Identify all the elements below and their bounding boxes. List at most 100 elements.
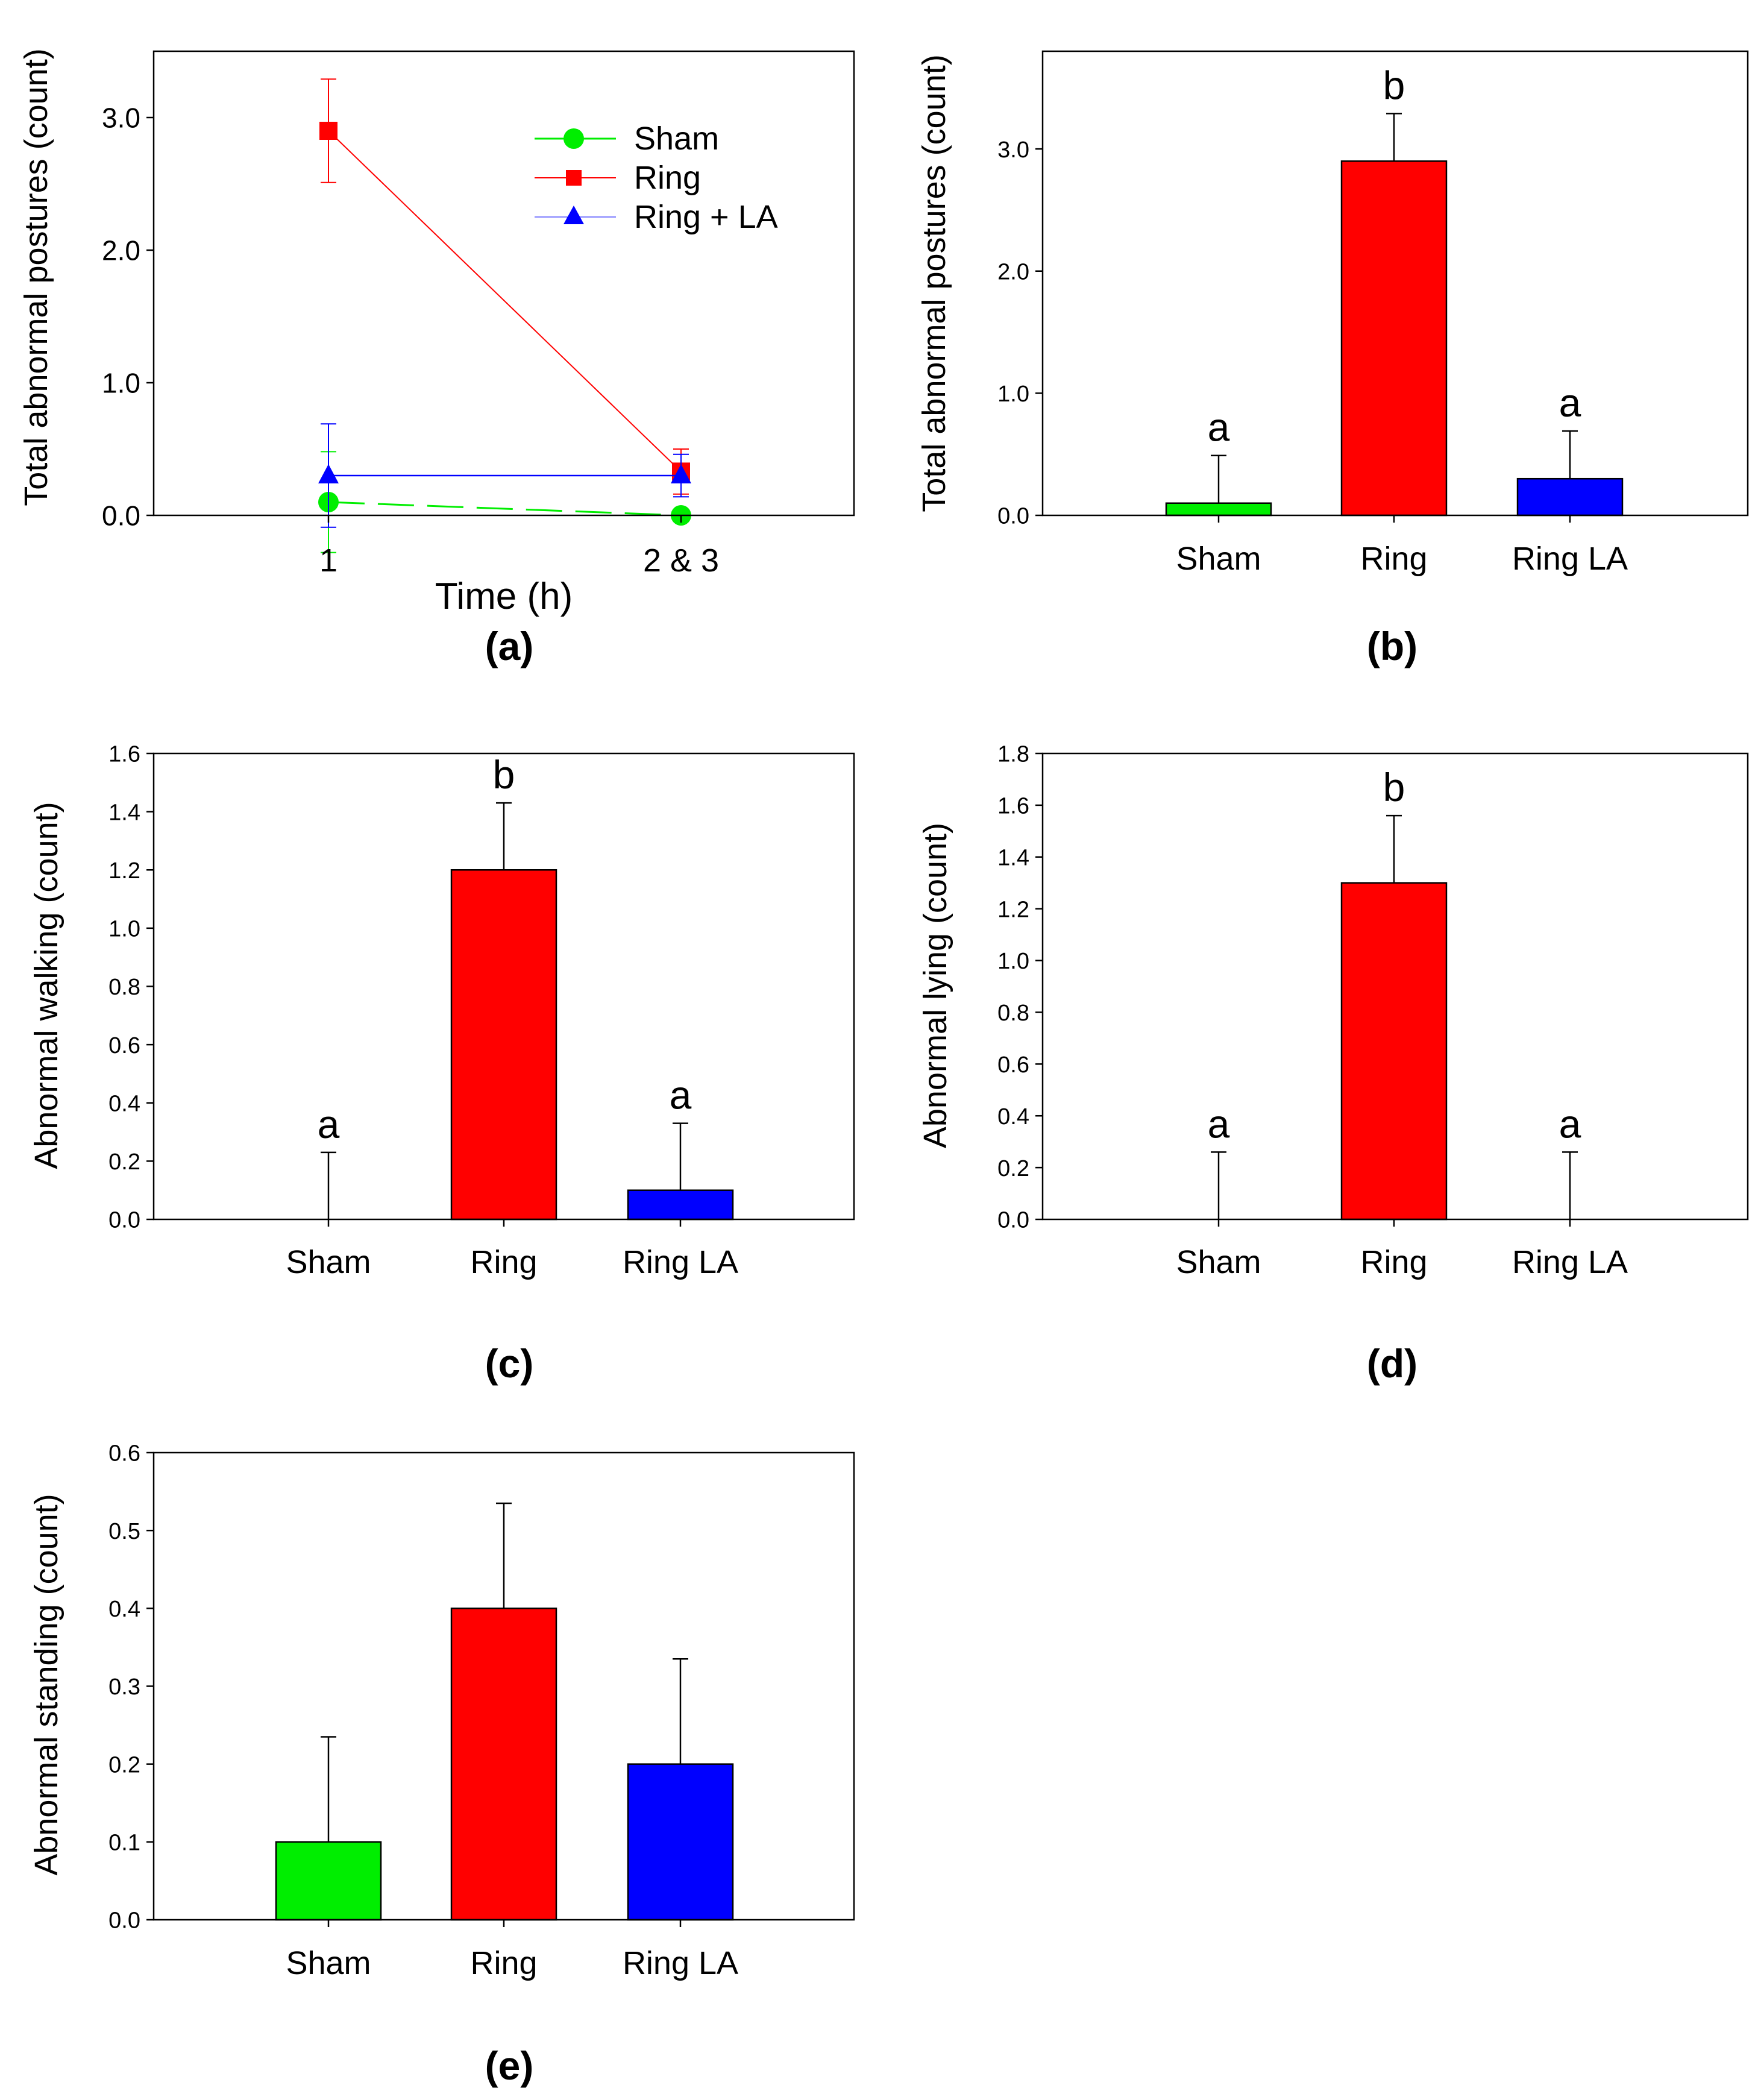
legend-marker-square — [566, 170, 582, 186]
legend-label: Sham — [634, 121, 719, 157]
panel-e-bar-chart: 0.0 0.1 0.2 0.3 0.4 0.5 0.6 Sham Ring Ring LA Abn… — [28, 1441, 855, 2088]
y-tick-label: 1.4 — [997, 845, 1029, 870]
point-ring-la — [671, 464, 691, 483]
significance-letter: a — [1208, 1101, 1230, 1146]
plot-frame — [1041, 50, 1749, 517]
x-tick-label: Ring — [470, 1244, 537, 1280]
plot-frame — [1041, 752, 1749, 1221]
bar-ring-la — [627, 1763, 734, 1921]
y-tick-label: 0.8 — [997, 1001, 1029, 1026]
x-tick-label: Ring — [1360, 541, 1427, 577]
x-tick-label: Sham — [1176, 541, 1261, 577]
series-line-sham — [328, 501, 682, 517]
x-tick-label: Sham — [286, 1945, 371, 1981]
series-line-ring — [328, 130, 682, 473]
y-tick-label: 2.0 — [102, 235, 140, 266]
y-tick-label: 0.0 — [997, 504, 1029, 529]
y-tick-label: 0.2 — [108, 1149, 140, 1175]
panel-label: (c) — [485, 1341, 534, 1386]
y-axis-label: Abnormal standing (count) — [28, 1494, 64, 1875]
y-axis-label: Abnormal lying (count) — [917, 823, 953, 1148]
significance-letter: a — [318, 1102, 340, 1146]
y-tick-label: 0.0 — [997, 1208, 1029, 1233]
significance-letter: b — [493, 752, 515, 797]
significance-letter: b — [1383, 765, 1405, 810]
y-tick-label: 0.6 — [997, 1052, 1029, 1078]
y-tick-label: 0.2 — [997, 1156, 1029, 1181]
significance-letter: a — [670, 1073, 692, 1118]
legend-label: Ring + LA — [634, 199, 778, 235]
y-tick-label: 0.3 — [108, 1674, 140, 1700]
panel-d-bar-chart: 0.0 0.2 0.4 0.6 0.8 1.0 1.2 1.4 1.6 1.8 a b a Sham Rin… — [917, 742, 1749, 1386]
x-axis-label: Time (h) — [435, 576, 573, 617]
x-tick-label: Ring — [1360, 1244, 1427, 1280]
y-tick-label: 1.8 — [997, 742, 1029, 767]
bar-ring-la — [627, 1189, 734, 1221]
y-tick-label: 1.0 — [102, 368, 140, 399]
bar-ring — [450, 1608, 557, 1921]
y-tick-label: 0.8 — [108, 975, 140, 1000]
x-tick-label: Ring LA — [623, 1244, 738, 1280]
legend-item-ring: Ring — [535, 160, 701, 196]
y-tick-label: 1.0 — [997, 949, 1029, 974]
panel-label: (d) — [1367, 1341, 1417, 1386]
panel-label: (b) — [1367, 624, 1417, 668]
significance-letter: a — [1559, 380, 1581, 425]
panel-label: (e) — [485, 2043, 534, 2088]
y-tick-label: 3.0 — [102, 102, 140, 134]
y-axis-label: Abnormal walking (count) — [28, 802, 64, 1169]
legend: Sham Ring Ring + LA — [535, 121, 778, 235]
bar-sham — [275, 1841, 382, 1921]
y-tick-label: 1.0 — [108, 917, 140, 942]
legend-item-ring-la: Ring + LA — [535, 199, 778, 235]
y-tick-label: 0.6 — [108, 1441, 140, 1467]
bar-ring — [1340, 160, 1448, 517]
x-tick-label: Ring LA — [1512, 541, 1628, 577]
y-tick-label: 0.0 — [108, 1208, 140, 1233]
point-ring — [319, 122, 337, 140]
legend-item-sham: Sham — [535, 121, 719, 157]
y-tick-label: 1.6 — [997, 794, 1029, 819]
panel-b-bar-chart: 0.0 1.0 2.0 3.0 a b a Sham Ring Ring LA Total abn… — [916, 50, 1749, 668]
plot-frame — [152, 50, 855, 517]
y-tick-label: 0.4 — [108, 1091, 140, 1116]
y-tick-label: 1.2 — [997, 897, 1029, 922]
significance-letter: a — [1208, 405, 1230, 450]
panel-label: (a) — [485, 624, 534, 668]
legend-marker-circle — [564, 128, 584, 149]
x-tick-label: Ring LA — [623, 1945, 738, 1981]
y-tick-label: 2.0 — [997, 259, 1029, 285]
y-tick-label: 1.2 — [108, 858, 140, 884]
plot-frame — [152, 1451, 855, 1921]
y-axis-label: Total abnormal postures (count) — [18, 48, 54, 506]
y-tick-label: 1.6 — [108, 742, 140, 767]
point-ring-la — [318, 464, 339, 483]
bar-sham — [1165, 502, 1272, 517]
panel-a-line-chart: 0.0 1.0 2.0 3.0 1 2 & 3 Total abnormal postur… — [18, 48, 855, 668]
panel-c-bar-chart: 0.0 0.2 0.4 0.6 0.8 1.0 1.2 1.4 1.6 a b a Sham Ring Ri… — [28, 742, 855, 1386]
y-tick-label: 0.5 — [108, 1519, 140, 1544]
y-tick-label: 0.4 — [108, 1597, 140, 1622]
y-tick-label: 0.1 — [108, 1831, 140, 1856]
bar-ring-la — [1516, 477, 1624, 517]
legend-marker-triangle — [564, 206, 584, 224]
y-tick-label: 3.0 — [997, 137, 1029, 163]
significance-letter: a — [1559, 1101, 1581, 1146]
x-tick-label: Ring LA — [1512, 1244, 1628, 1280]
x-tick-label: 2 & 3 — [643, 542, 719, 579]
x-tick-label: Sham — [1176, 1244, 1261, 1280]
y-tick-label: 1.0 — [997, 382, 1029, 407]
x-tick-label: 1 — [319, 542, 337, 579]
y-tick-label: 0.2 — [108, 1752, 140, 1778]
y-tick-label: 0.0 — [108, 1908, 140, 1934]
x-tick-label: Sham — [286, 1244, 371, 1280]
bar-ring — [1340, 882, 1448, 1221]
y-tick-label: 0.0 — [102, 500, 140, 532]
significance-letter: b — [1383, 63, 1405, 107]
legend-label: Ring — [634, 160, 701, 196]
y-tick-label: 1.4 — [108, 800, 140, 825]
x-tick-label: Ring — [470, 1945, 537, 1981]
y-tick-label: 0.6 — [108, 1033, 140, 1058]
bar-ring — [450, 869, 557, 1221]
